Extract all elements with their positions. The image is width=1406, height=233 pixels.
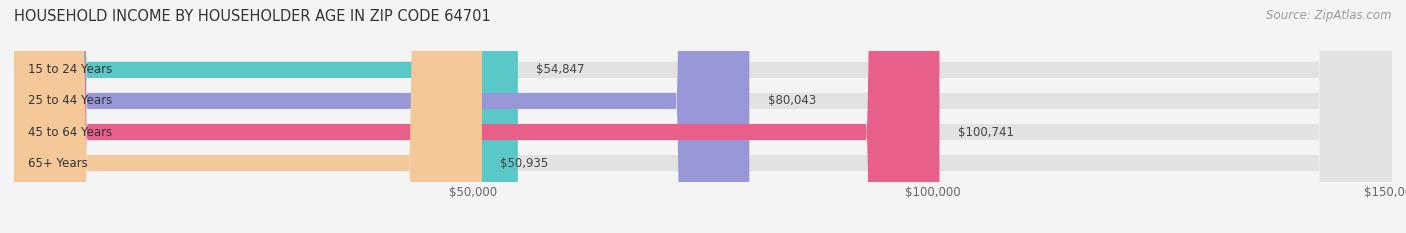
Text: HOUSEHOLD INCOME BY HOUSEHOLDER AGE IN ZIP CODE 64701: HOUSEHOLD INCOME BY HOUSEHOLDER AGE IN Z…	[14, 9, 491, 24]
Text: 45 to 64 Years: 45 to 64 Years	[28, 126, 112, 139]
FancyBboxPatch shape	[14, 0, 1392, 233]
FancyBboxPatch shape	[14, 0, 749, 233]
Text: $54,847: $54,847	[536, 63, 585, 76]
FancyBboxPatch shape	[14, 0, 939, 233]
Text: 15 to 24 Years: 15 to 24 Years	[28, 63, 112, 76]
FancyBboxPatch shape	[14, 0, 1392, 233]
Text: $80,043: $80,043	[768, 94, 815, 107]
Text: $50,935: $50,935	[501, 157, 548, 170]
Text: 65+ Years: 65+ Years	[28, 157, 87, 170]
Text: 25 to 44 Years: 25 to 44 Years	[28, 94, 112, 107]
FancyBboxPatch shape	[14, 0, 1392, 233]
FancyBboxPatch shape	[14, 0, 482, 233]
Text: $100,741: $100,741	[957, 126, 1014, 139]
FancyBboxPatch shape	[14, 0, 1392, 233]
Text: Source: ZipAtlas.com: Source: ZipAtlas.com	[1267, 9, 1392, 22]
FancyBboxPatch shape	[14, 0, 517, 233]
